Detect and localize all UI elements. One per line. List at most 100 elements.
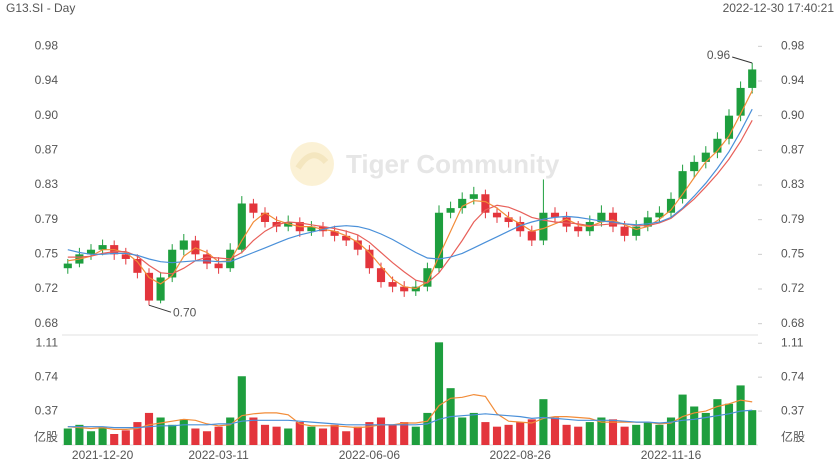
- volume-unit: 亿股: [34, 429, 58, 444]
- volume-bar: [133, 422, 142, 445]
- volume-bar: [655, 424, 664, 445]
- x-tick-label: 2022-08-26: [490, 448, 552, 462]
- volume-bar: [226, 417, 235, 445]
- moving-average: [67, 120, 753, 284]
- y-tick-label: 0.68: [781, 316, 805, 330]
- x-tick-label: 2021-12-20: [72, 448, 134, 462]
- volume-bar: [342, 431, 351, 445]
- low-label: 0.70: [173, 305, 197, 319]
- y-tick-label: 0.75: [781, 247, 805, 261]
- low-pointer: [148, 304, 172, 313]
- candle-body: [701, 152, 710, 162]
- volume-bar: [666, 417, 676, 445]
- candle-body: [98, 245, 107, 250]
- volume-bar: [423, 412, 432, 445]
- watermark: Tiger Community: [346, 149, 560, 179]
- volume-tick-label: 1.11: [36, 335, 59, 349]
- volume-bar: [492, 426, 502, 445]
- candle-body: [469, 194, 478, 199]
- candle-body: [597, 212, 606, 222]
- candle-body: [423, 268, 432, 287]
- candle-body: [527, 231, 536, 241]
- candle-body: [376, 268, 386, 283]
- candle-body: [133, 258, 142, 273]
- volume-moving-average: [67, 409, 753, 429]
- volume-bar: [75, 424, 84, 445]
- high-label: 0.96: [707, 48, 731, 62]
- y-tick-label: 0.83: [781, 177, 805, 191]
- candle-body: [400, 286, 409, 292]
- candle-body: [446, 208, 455, 213]
- volume-bar: [620, 426, 629, 445]
- candle-body: [562, 217, 571, 227]
- y-tick-label: 0.79: [35, 212, 59, 226]
- moving-average: [67, 108, 753, 264]
- volume-tick-label: 0.74: [35, 369, 59, 383]
- volume-bar: [110, 434, 119, 445]
- candle-body: [237, 203, 246, 250]
- volume-bar: [585, 422, 594, 445]
- candle-body: [724, 115, 734, 139]
- candle-body: [516, 221, 525, 232]
- candle-body: [632, 226, 641, 236]
- candle-body: [388, 282, 397, 287]
- volume-bar: [550, 417, 560, 445]
- candle-body: [504, 217, 513, 222]
- candle-body: [574, 226, 583, 232]
- volume-bar: [121, 430, 130, 445]
- candle-body: [655, 212, 664, 218]
- timestamp: 2022-12-30 17:40:21: [723, 1, 835, 15]
- candle-body: [481, 194, 490, 213]
- candle-body: [643, 217, 652, 227]
- volume-bar: [376, 417, 386, 445]
- volume-bar: [516, 422, 525, 445]
- volume-bar: [608, 419, 618, 445]
- volume-bar: [98, 426, 107, 445]
- y-tick-label: 0.72: [35, 281, 59, 295]
- candle-body: [202, 254, 212, 264]
- y-tick-label: 0.98: [35, 38, 59, 52]
- volume-bar: [597, 417, 606, 445]
- candle-body: [86, 249, 96, 255]
- volume-bar: [713, 399, 722, 445]
- volume-tick-label: 1.11: [781, 335, 804, 349]
- high-pointer: [732, 56, 753, 64]
- x-tick-label: 2022-06-06: [339, 448, 401, 462]
- candle-body: [666, 198, 676, 213]
- volume-bar: [168, 424, 177, 445]
- volume-bar: [481, 422, 490, 445]
- volume-bar: [388, 424, 397, 445]
- watermark-logo: [290, 142, 334, 186]
- volume-bar: [736, 385, 745, 445]
- y-tick-label: 0.90: [35, 108, 59, 122]
- volume-bar: [86, 431, 96, 445]
- volume-bar: [318, 428, 328, 445]
- x-tick-label: 2022-11-16: [641, 448, 702, 462]
- volume-bar: [632, 424, 641, 445]
- candle-body: [260, 212, 270, 222]
- y-tick-label: 0.87: [781, 143, 805, 157]
- y-tick-label: 0.68: [35, 316, 59, 330]
- volume-bar: [237, 376, 246, 445]
- volume-bar: [458, 417, 467, 445]
- volume-bar: [400, 422, 409, 445]
- candle-body: [179, 240, 188, 250]
- volume-bar: [63, 428, 72, 445]
- candle-body: [458, 198, 467, 209]
- candle-body: [539, 212, 548, 241]
- y-tick-label: 0.94: [35, 73, 59, 87]
- candle-body: [492, 212, 502, 218]
- volume-bar: [260, 424, 270, 445]
- candle-body: [307, 226, 316, 232]
- volume-bar: [469, 412, 478, 445]
- volume-bar: [539, 399, 548, 445]
- y-tick-label: 0.72: [781, 281, 805, 295]
- volume-tick-label: 0.37: [781, 403, 805, 417]
- volume-bar: [295, 422, 304, 445]
- volume-bar: [214, 426, 223, 445]
- volume-bar: [434, 342, 444, 445]
- candle-body: [434, 212, 444, 269]
- volume-bar: [527, 419, 536, 445]
- y-tick-label: 0.79: [781, 212, 805, 226]
